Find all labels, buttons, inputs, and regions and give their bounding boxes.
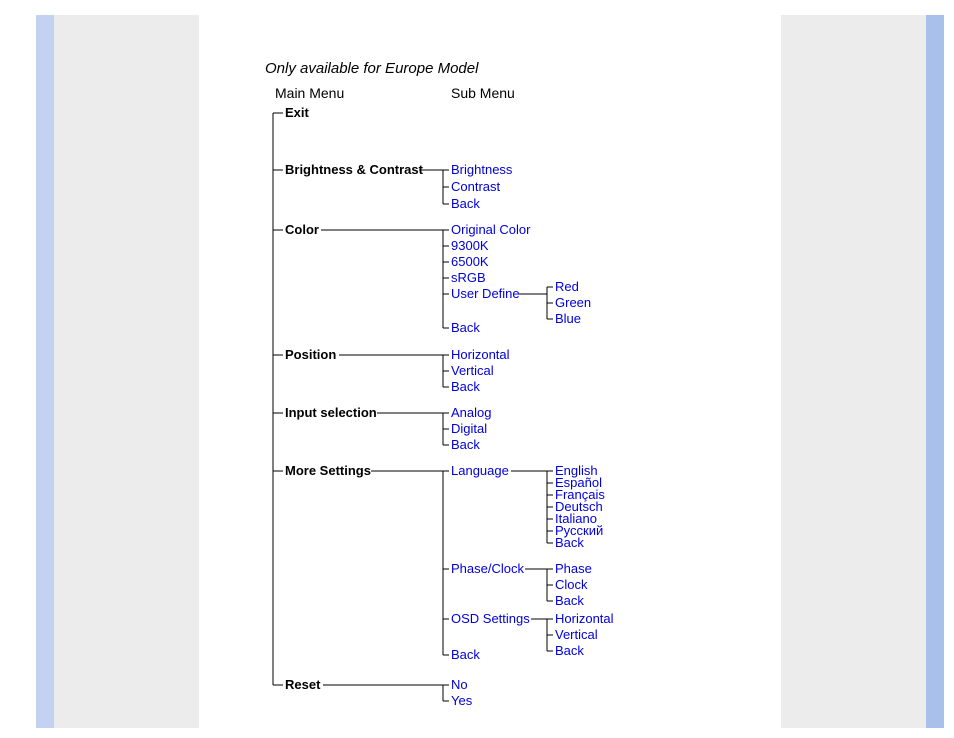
sub-item-more-2: OSD Settings bbox=[451, 612, 530, 626]
sub-item-position-2: Back bbox=[451, 380, 480, 394]
sub2-item-color-4-1: Green bbox=[555, 296, 591, 310]
sub2-item-color-4-2: Blue bbox=[555, 312, 581, 326]
main-item-more: More Settings bbox=[285, 464, 371, 478]
sub-item-bright-0: Brightness bbox=[451, 163, 512, 177]
sub-item-more-3: Back bbox=[451, 648, 480, 662]
sub-item-input-1: Digital bbox=[451, 422, 487, 436]
sub-item-reset-1: Yes bbox=[451, 694, 472, 708]
page-title: Only available for Europe Model bbox=[265, 60, 478, 77]
sub2-item-more-1-0: Phase bbox=[555, 562, 592, 576]
sub2-item-more-1-1: Clock bbox=[555, 578, 588, 592]
sub-item-position-1: Vertical bbox=[451, 364, 494, 378]
header-sub: Sub Menu bbox=[451, 85, 515, 101]
main-item-color: Color bbox=[285, 223, 319, 237]
decor-grey-right bbox=[781, 15, 926, 728]
header-main: Main Menu bbox=[275, 85, 344, 101]
main-item-input: Input selection bbox=[285, 406, 377, 420]
main-item-exit: Exit bbox=[285, 106, 309, 120]
sub-item-bright-2: Back bbox=[451, 197, 480, 211]
sub-item-color-3: sRGB bbox=[451, 271, 486, 285]
sub-item-more-0: Language bbox=[451, 464, 509, 478]
decor-stripe-right bbox=[926, 15, 944, 728]
sub2-item-more-0-6: Back bbox=[555, 536, 584, 550]
sub-item-position-0: Horizontal bbox=[451, 348, 510, 362]
sub2-item-more-2-2: Back bbox=[555, 644, 584, 658]
sub-item-input-2: Back bbox=[451, 438, 480, 452]
page-content: Only available for Europe Model Main Men… bbox=[199, 15, 781, 728]
sub2-item-more-2-1: Vertical bbox=[555, 628, 598, 642]
sub-item-bright-1: Contrast bbox=[451, 180, 500, 194]
decor-grey-left bbox=[54, 15, 199, 728]
sub2-item-color-4-0: Red bbox=[555, 280, 579, 294]
decor-stripe-left bbox=[36, 15, 54, 728]
sub-item-input-0: Analog bbox=[451, 406, 491, 420]
sub2-item-more-2-0: Horizontal bbox=[555, 612, 614, 626]
main-item-reset: Reset bbox=[285, 678, 320, 692]
sub2-item-more-1-2: Back bbox=[555, 594, 584, 608]
sub-item-color-2: 6500K bbox=[451, 255, 489, 269]
sub-item-color-4: User Define bbox=[451, 287, 520, 301]
sub-item-color-1: 9300K bbox=[451, 239, 489, 253]
sub-item-color-0: Original Color bbox=[451, 223, 530, 237]
sub-item-reset-0: No bbox=[451, 678, 468, 692]
sub-item-more-1: Phase/Clock bbox=[451, 562, 524, 576]
main-item-bright: Brightness & Contrast bbox=[285, 163, 423, 177]
sub-item-color-5: Back bbox=[451, 321, 480, 335]
main-item-position: Position bbox=[285, 348, 336, 362]
